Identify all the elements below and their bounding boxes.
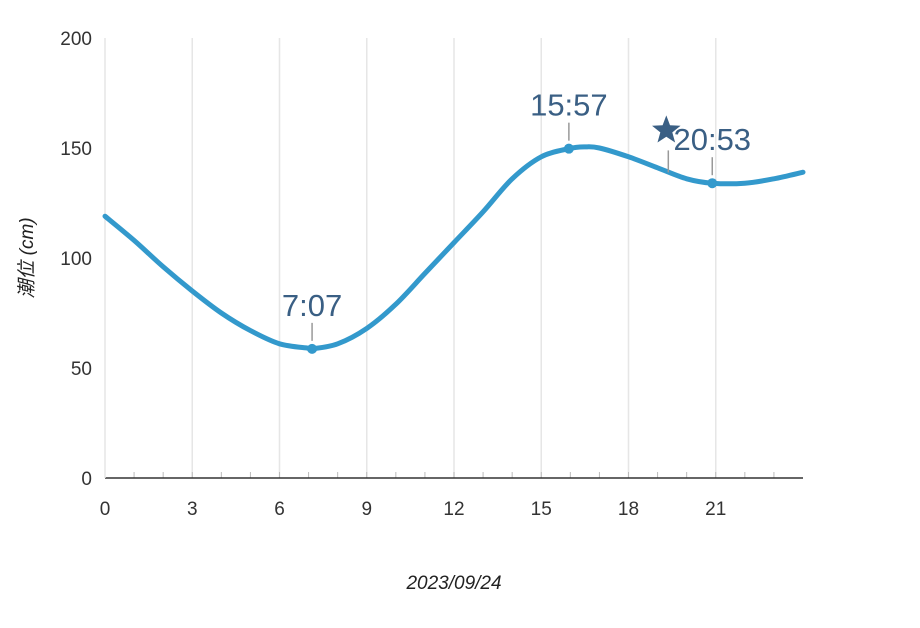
x-tick-label-18: 18 — [618, 499, 639, 520]
y-axis-title: 潮位 (cm) — [16, 217, 38, 298]
y-tick-label-200: 200 — [60, 29, 92, 50]
series-layer — [102, 144, 806, 352]
x-axis-title: 2023/09/24 — [405, 573, 501, 594]
grid-layer — [133, 38, 775, 478]
axis-layer — [104, 38, 803, 479]
x-tick-label-15: 15 — [531, 499, 552, 520]
star-icon — [652, 115, 681, 143]
x-tick-label-12: 12 — [443, 499, 464, 520]
x-tick-label-21: 21 — [705, 499, 726, 520]
annotation-point-2 — [707, 178, 718, 189]
x-tick-label-9: 9 — [361, 499, 372, 520]
y-tick-label-150: 150 — [60, 139, 92, 160]
x-tick-label-3: 3 — [187, 499, 198, 520]
y-tick-labels: 0 50 100 150 200 — [60, 29, 92, 490]
annotation-point-1 — [563, 143, 574, 154]
marker-layer — [652, 115, 681, 173]
x-tick-label-0: 0 — [100, 499, 111, 520]
annotation-label-1: 15:57 — [530, 88, 608, 123]
annotation-label-2: 20:53 — [673, 122, 751, 157]
x-tick-labels: 0 3 6 9 12 15 18 21 — [100, 499, 727, 520]
annotation-label-0: 7:07 — [282, 288, 342, 323]
tide-series-line-0 — [102, 144, 806, 352]
annotation-point-0 — [307, 343, 318, 354]
x-tick-label-6: 6 — [274, 499, 285, 520]
y-tick-label-50: 50 — [71, 359, 92, 380]
y-tick-label-100: 100 — [60, 249, 92, 270]
annotation-layer: 7:07 15:57 20:53 — [282, 88, 751, 354]
y-tick-label-0: 0 — [81, 469, 92, 490]
